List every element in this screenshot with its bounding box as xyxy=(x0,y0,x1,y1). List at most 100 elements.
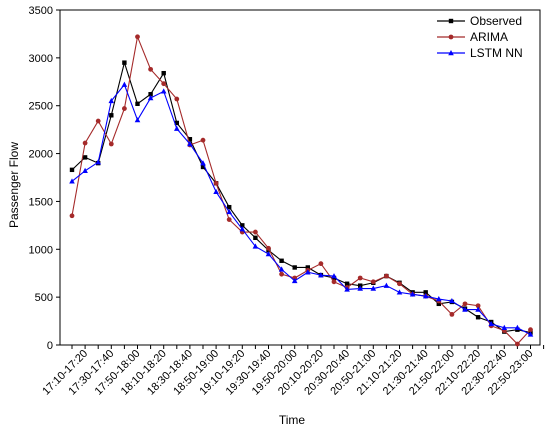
data-point-arima xyxy=(148,66,154,72)
data-point-observed xyxy=(174,120,179,126)
y-tick-label: 2500 xyxy=(29,101,53,113)
data-point-lstm-nn xyxy=(357,285,363,291)
data-point-lstm-nn xyxy=(121,81,128,87)
data-point-observed xyxy=(475,315,481,320)
data-point-arima xyxy=(384,273,389,279)
data-point-observed xyxy=(148,92,153,97)
data-point-observed xyxy=(82,155,88,160)
data-point-lstm-nn xyxy=(239,226,246,232)
data-point-lstm-nn xyxy=(422,293,429,299)
data-point-observed xyxy=(253,235,258,240)
y-tick-label: 0 xyxy=(47,340,53,352)
y-tick-label: 2000 xyxy=(29,149,53,161)
data-point-arima xyxy=(318,261,324,267)
data-point-arima xyxy=(226,217,232,223)
legend-item-lstm-nn: LSTM NN xyxy=(437,46,523,60)
series-layer xyxy=(69,34,534,347)
series-line-observed xyxy=(71,60,531,334)
data-point-observed xyxy=(122,60,127,65)
y-axis-title: Passenger Flow xyxy=(7,142,21,228)
data-point-arima xyxy=(279,271,284,277)
legend-item-observed: Observed xyxy=(437,14,522,28)
data-point-arima xyxy=(528,327,533,333)
data-point-observed xyxy=(69,167,75,173)
data-point-lstm-nn xyxy=(252,243,259,249)
data-point-lstm-nn xyxy=(527,331,534,337)
data-point-observed xyxy=(423,290,428,295)
data-point-arima xyxy=(357,275,363,281)
data-point-observed xyxy=(227,204,232,210)
data-point-observed xyxy=(161,70,166,76)
data-point-observed xyxy=(436,301,441,307)
legend-item-arima: ARIMA xyxy=(437,30,508,44)
data-point-observed xyxy=(135,101,140,106)
y-tick-label: 3000 xyxy=(29,53,53,65)
legend-marker-lstm-nn xyxy=(448,50,454,56)
data-point-lstm-nn xyxy=(462,306,468,312)
data-point-arima xyxy=(69,213,75,219)
data-point-arima xyxy=(266,245,271,251)
data-point-lstm-nn xyxy=(95,159,101,165)
y-tick-label: 500 xyxy=(35,292,53,304)
x-axis-title: Time xyxy=(279,413,306,427)
series-arima xyxy=(69,34,533,347)
data-point-lstm-nn xyxy=(265,251,272,257)
series-line-arima xyxy=(71,34,531,345)
y-tick-label: 3500 xyxy=(29,5,53,17)
series-line-lstm-nn xyxy=(71,83,531,335)
data-point-lstm-nn xyxy=(226,208,232,215)
data-point-lstm-nn xyxy=(409,291,416,297)
data-point-lstm-nn xyxy=(383,282,390,288)
legend-marker-arima xyxy=(448,34,454,40)
data-point-observed xyxy=(109,113,114,118)
data-point-arima xyxy=(174,96,180,102)
data-point-lstm-nn xyxy=(344,286,350,292)
data-point-lstm-nn xyxy=(187,141,193,147)
data-point-arima xyxy=(515,341,520,347)
legend-marker-observed xyxy=(448,18,454,24)
data-point-lstm-nn xyxy=(82,167,88,173)
data-point-arima xyxy=(200,137,206,143)
data-point-lstm-nn xyxy=(134,117,141,123)
data-point-arima xyxy=(331,279,337,285)
y-tick-label: 1500 xyxy=(29,196,53,208)
data-point-arima xyxy=(397,281,402,287)
data-point-lstm-nn xyxy=(501,324,508,330)
data-point-lstm-nn xyxy=(305,269,311,275)
legend: Observed ARIMA LSTM NN xyxy=(437,14,523,60)
data-point-arima xyxy=(213,180,219,186)
data-point-arima xyxy=(475,303,481,309)
series-observed xyxy=(69,60,533,335)
series-lstm-nn xyxy=(69,81,534,337)
data-point-lstm-nn xyxy=(396,289,403,295)
data-point-lstm-nn xyxy=(160,88,167,94)
data-point-lstm-nn xyxy=(370,285,377,291)
data-point-arima xyxy=(122,106,127,111)
data-point-lstm-nn xyxy=(331,273,337,279)
data-point-observed xyxy=(187,137,193,142)
data-point-lstm-nn xyxy=(147,95,154,101)
data-point-lstm-nn xyxy=(514,324,521,330)
data-point-arima xyxy=(108,141,114,147)
data-point-lstm-nn xyxy=(278,266,285,272)
axes: 050010001500200025003000350017:10-17:201… xyxy=(29,5,545,398)
data-point-lstm-nn xyxy=(200,160,206,166)
y-tick-label: 1000 xyxy=(29,244,53,256)
data-point-observed xyxy=(344,281,350,286)
data-point-observed xyxy=(292,265,297,270)
data-point-observed xyxy=(279,258,284,263)
data-point-lstm-nn xyxy=(174,125,180,131)
data-point-arima xyxy=(253,229,258,235)
data-point-arima xyxy=(82,140,88,146)
data-point-lstm-nn xyxy=(488,320,494,327)
data-point-lstm-nn xyxy=(318,272,324,278)
data-point-lstm-nn xyxy=(291,277,298,284)
data-point-arima xyxy=(449,311,455,317)
data-point-arima xyxy=(95,118,101,124)
data-point-lstm-nn xyxy=(213,188,219,195)
data-point-observed xyxy=(240,223,245,228)
data-point-lstm-nn xyxy=(69,178,75,184)
data-point-lstm-nn xyxy=(449,297,455,304)
data-point-observed xyxy=(305,265,310,270)
